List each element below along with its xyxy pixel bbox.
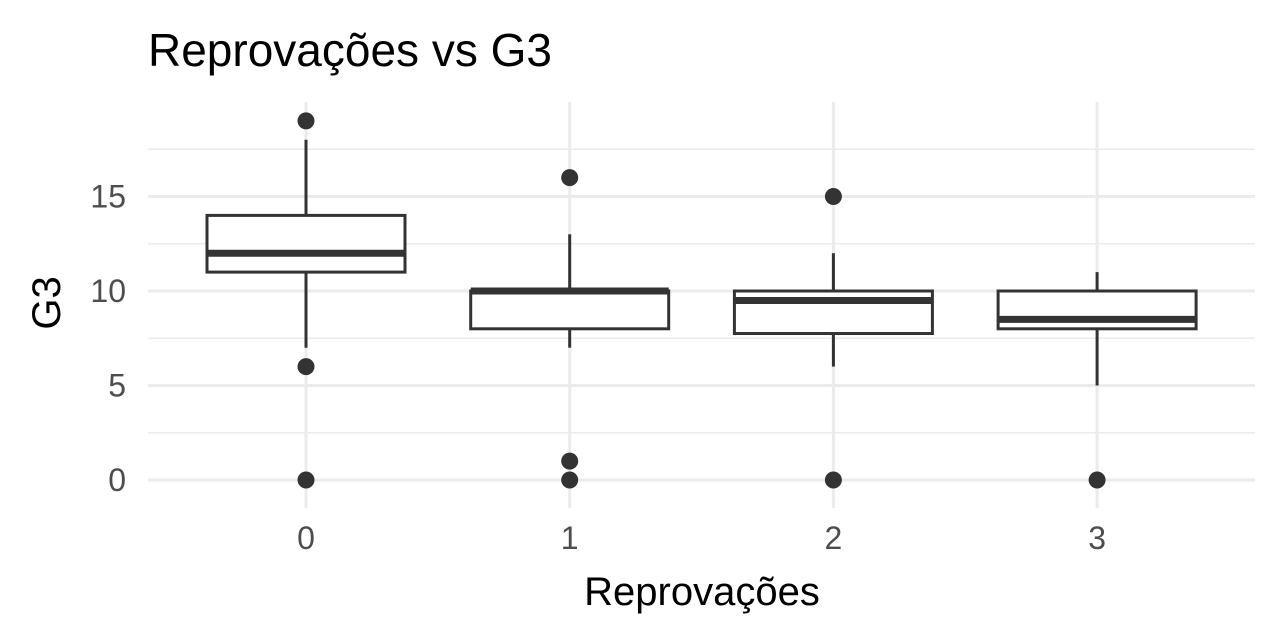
- y-tick-label: 10: [90, 273, 126, 309]
- outlier-point: [297, 112, 315, 130]
- x-tick-label: 1: [561, 520, 579, 556]
- outlier-point: [561, 471, 579, 489]
- outlier-point: [824, 471, 842, 489]
- box-group-1: [469, 169, 671, 489]
- x-axis-title: Reprovações: [584, 570, 820, 614]
- y-axis-title: G3: [25, 276, 69, 329]
- y-axis-ticks: 0 5 10 15: [90, 179, 126, 499]
- box-group-0: [205, 112, 407, 489]
- box: [469, 289, 671, 331]
- outlier-point: [824, 188, 842, 205]
- box: [205, 213, 407, 274]
- x-tick-label: 3: [1088, 520, 1106, 556]
- x-tick-label: 2: [825, 520, 843, 556]
- y-tick-label: 15: [90, 179, 126, 215]
- outlier-point: [561, 452, 579, 470]
- outlier-point: [297, 358, 315, 376]
- chart-title: Reprovações vs G3: [148, 24, 552, 76]
- box-group-3: [996, 272, 1198, 489]
- box-group-2: [732, 188, 934, 489]
- y-tick-label: 5: [108, 368, 126, 404]
- x-axis-ticks: 0 1 2 3: [297, 520, 1106, 556]
- x-tick-label: 0: [297, 520, 315, 556]
- outlier-point: [1088, 471, 1106, 489]
- box: [996, 289, 1198, 331]
- outlier-point: [561, 169, 579, 187]
- outlier-point: [297, 471, 315, 489]
- boxes: [205, 112, 1198, 489]
- y-tick-label: 0: [108, 462, 126, 498]
